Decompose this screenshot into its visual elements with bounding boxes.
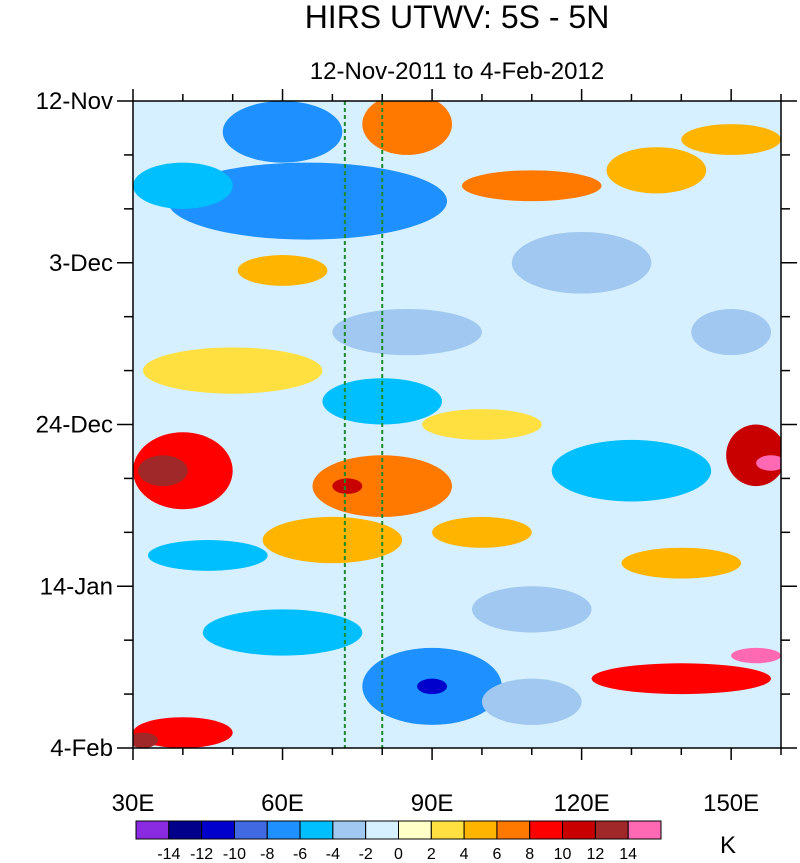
field-feature <box>511 231 652 294</box>
colorbar-swatch <box>365 820 399 840</box>
colorbar-swatch <box>168 820 203 840</box>
colorbar-swatch <box>627 820 662 840</box>
colorbar-swatch <box>233 820 268 840</box>
colorbar-swatch <box>266 820 301 840</box>
y-tick-label: 12-Nov <box>36 88 113 115</box>
colorbar-swatch <box>135 820 170 840</box>
colorbar-swatch <box>201 820 235 840</box>
colorbar-swatch <box>299 820 334 840</box>
field-feature <box>322 378 443 425</box>
field-feature <box>681 124 781 155</box>
field-feature <box>606 147 707 194</box>
plot-area <box>132 100 782 749</box>
field-feature <box>432 516 532 548</box>
field-feature <box>137 455 188 487</box>
field-feature <box>237 255 328 286</box>
field-feature <box>417 678 448 695</box>
colorbar-label: 2 <box>427 846 436 863</box>
field-feature <box>691 308 772 356</box>
field-feature <box>222 101 343 163</box>
field-feature <box>591 663 772 695</box>
colorbar-label: 6 <box>492 846 501 863</box>
y-tick-label: 3-Dec <box>49 250 113 277</box>
colorbar-label: 10 <box>554 846 572 863</box>
y-axis: 12-Nov 3-Dec 24-Dec 14-Jan 4-Feb <box>36 88 797 762</box>
field-feature <box>133 732 158 748</box>
colorbar: -14 -12 -10 -8 -6 -4 -2 0 2 4 6 8 10 12 14 <box>135 820 662 863</box>
colorbar-label: 4 <box>460 846 469 863</box>
colorbar-label: -12 <box>190 846 213 863</box>
x-tick-label: 90E <box>411 790 454 817</box>
field-feature <box>471 586 592 633</box>
colorbar-label: -8 <box>260 846 274 863</box>
colorbar-swatch <box>529 820 564 840</box>
field-feature <box>461 170 602 202</box>
field-feature <box>481 678 582 725</box>
field-feature <box>756 455 781 471</box>
colorbar-label: -10 <box>223 846 246 863</box>
colorbar-swatch <box>430 820 465 840</box>
chart-title: HIRS UTWV: 5S - 5N <box>305 0 610 35</box>
colorbar-unit: K <box>720 832 736 859</box>
colorbar-label: -14 <box>157 846 180 863</box>
x-tick-label: 60E <box>261 790 304 817</box>
colorbar-swatch <box>398 820 432 840</box>
x-axis: 30E 60E 90E 120E 150E <box>112 89 782 817</box>
field-feature <box>262 516 403 564</box>
field-feature <box>147 540 268 571</box>
colorbar-label: 8 <box>525 846 534 863</box>
colorbar-swatch <box>594 820 629 840</box>
x-tick-label: 120E <box>554 790 610 817</box>
x-tick-label: 30E <box>112 790 155 817</box>
field-feature <box>332 478 363 494</box>
colorbar-label: 0 <box>394 846 403 863</box>
field-feature <box>731 647 781 664</box>
field-feature <box>133 162 233 209</box>
colorbar-label: 14 <box>619 846 637 863</box>
colorbar-label: 12 <box>586 846 604 863</box>
colorbar-label: -2 <box>359 846 373 863</box>
colorbar-label: -4 <box>326 846 340 863</box>
colorbar-swatch <box>332 820 367 840</box>
y-tick-label: 4-Feb <box>50 735 113 762</box>
field-feature <box>422 409 542 440</box>
colorbar-swatch <box>463 820 498 840</box>
y-tick-label: 24-Dec <box>36 412 113 439</box>
y-tick-label: 14-Jan <box>40 573 113 600</box>
colorbar-swatch <box>496 820 531 840</box>
field-feature <box>621 547 742 579</box>
field-feature <box>362 101 453 155</box>
field-feature <box>726 424 781 487</box>
field-feature <box>167 162 448 240</box>
field-feature <box>202 609 363 656</box>
field-feature <box>142 347 323 394</box>
chart-subtitle: 12-Nov-2011 to 4-Feb-2012 <box>310 58 604 85</box>
field-feature <box>551 439 712 502</box>
field-feature <box>332 308 482 356</box>
colorbar-swatch <box>562 820 596 840</box>
colorbar-label: -6 <box>293 846 307 863</box>
x-tick-label: 150E <box>703 790 759 817</box>
